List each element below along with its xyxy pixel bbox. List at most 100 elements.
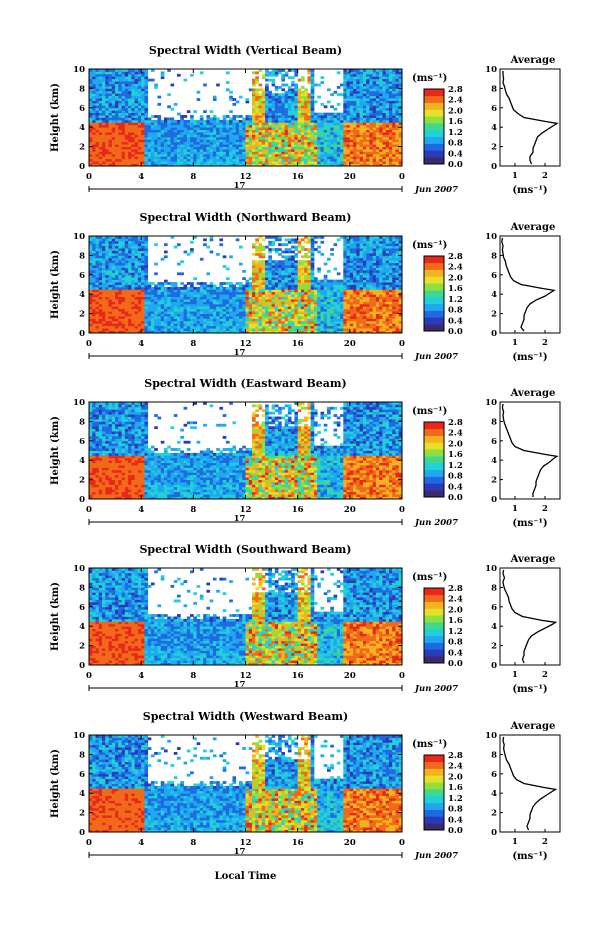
heatmap-cell	[229, 255, 233, 259]
heatmap-cell	[274, 124, 279, 128]
heatmap-cell	[392, 102, 396, 106]
heatmap-cell	[356, 163, 361, 167]
heatmap-cell	[137, 158, 142, 162]
heatmap-cell	[121, 93, 126, 97]
heatmap-cell	[284, 127, 289, 131]
heatmap-cell	[359, 129, 364, 133]
heatmap-cell	[320, 141, 325, 145]
average-x-tick-label: 1	[512, 171, 518, 181]
heatmap-cell	[379, 102, 383, 106]
heatmap-cell	[121, 296, 126, 300]
heatmap-cell	[248, 117, 253, 121]
heatmap-cell	[177, 316, 181, 319]
heatmap-cell	[216, 330, 220, 334]
heatmap-cell	[245, 141, 250, 145]
heatmap-cell	[167, 156, 171, 160]
heatmap-cell	[118, 144, 122, 147]
heatmap-cell	[310, 98, 315, 101]
heatmap-cell	[287, 274, 292, 278]
heatmap-cell	[238, 286, 243, 290]
heatmap-cell	[141, 255, 145, 259]
heatmap-cell	[385, 105, 390, 109]
heatmap-cell	[131, 240, 136, 244]
heatmap-cell	[196, 303, 201, 307]
heatmap-cell	[216, 311, 220, 314]
heatmap-cell	[291, 105, 295, 109]
heatmap-cell	[147, 151, 152, 155]
heatmap-cell	[281, 306, 286, 310]
heatmap-cell	[209, 134, 214, 138]
heatmap-cell	[366, 110, 370, 114]
colorbar-tick-label: 1.6	[448, 117, 463, 127]
heatmap-cell	[225, 289, 230, 293]
colorbar-swatch	[424, 89, 444, 97]
heatmap-cell	[111, 272, 116, 276]
heatmap-cell	[242, 127, 246, 131]
heatmap-cell	[163, 117, 168, 121]
heatmap-cell	[336, 136, 341, 140]
heatmap-cell	[89, 296, 93, 300]
heatmap-cell	[265, 286, 269, 290]
heatmap-cell	[294, 105, 299, 109]
heatmap-cell	[121, 328, 126, 331]
heatmap-cell	[128, 112, 132, 116]
heatmap-cell	[375, 112, 380, 116]
heatmap-cell	[359, 76, 364, 80]
heatmap-cell	[163, 282, 168, 285]
heatmap-cell	[336, 149, 341, 152]
heatmap-cell	[150, 146, 155, 150]
heatmap-cell	[160, 289, 165, 293]
heatmap-cell	[261, 301, 266, 305]
heatmap-cell	[219, 316, 224, 319]
heatmap-cell	[121, 262, 126, 266]
heatmap-cell	[124, 153, 129, 157]
heatmap-cell	[98, 316, 103, 319]
heatmap-cell	[131, 265, 136, 268]
heatmap-cell	[89, 303, 93, 307]
heatmap-cell	[121, 260, 126, 264]
heatmap-cell	[137, 127, 142, 131]
heatmap-cell	[271, 286, 276, 290]
heatmap-cell	[111, 262, 116, 266]
heatmap-cell	[134, 255, 139, 259]
heatmap-cell	[183, 291, 188, 295]
heatmap-cell	[219, 153, 224, 157]
heatmap-cell	[216, 313, 220, 317]
heatmap-cell	[225, 325, 230, 329]
heatmap-cell	[353, 151, 357, 155]
heatmap-cell	[229, 144, 233, 147]
heatmap-cell	[297, 122, 302, 126]
heatmap-cell	[366, 149, 370, 152]
heatmap-cell	[128, 134, 132, 138]
heatmap-cell	[206, 158, 211, 162]
heatmap-cell	[190, 282, 194, 285]
heatmap-cell	[310, 134, 315, 138]
heatmap-cell	[196, 282, 201, 285]
heatmap-cell	[235, 325, 240, 329]
heatmap-cell	[274, 136, 279, 140]
heatmap-cell	[284, 306, 289, 310]
heatmap-cell	[242, 296, 246, 300]
heatmap-cell	[359, 144, 364, 147]
heatmap-cell	[157, 134, 162, 138]
heatmap-cell	[144, 136, 149, 140]
heatmap-cell	[206, 144, 211, 147]
heatmap-cell	[271, 277, 276, 281]
heatmap-cell	[304, 90, 308, 94]
heatmap-cell	[89, 252, 93, 256]
heatmap-cell	[92, 262, 96, 266]
heatmap-cell	[235, 306, 240, 310]
heatmap-cell	[193, 158, 197, 162]
heatmap-cell	[111, 93, 116, 97]
heatmap-cell	[287, 316, 292, 319]
heatmap-cell	[121, 163, 126, 167]
heatmap-cell	[108, 311, 113, 314]
heatmap-cell	[154, 286, 158, 290]
heatmap-cell	[255, 161, 259, 164]
heatmap-cell	[131, 112, 136, 116]
heatmap-cell	[170, 129, 175, 133]
y-tick-label: 6	[79, 104, 85, 114]
heatmap-cell	[92, 265, 96, 268]
heatmap-cell	[102, 236, 106, 239]
heatmap-cell	[141, 267, 145, 271]
